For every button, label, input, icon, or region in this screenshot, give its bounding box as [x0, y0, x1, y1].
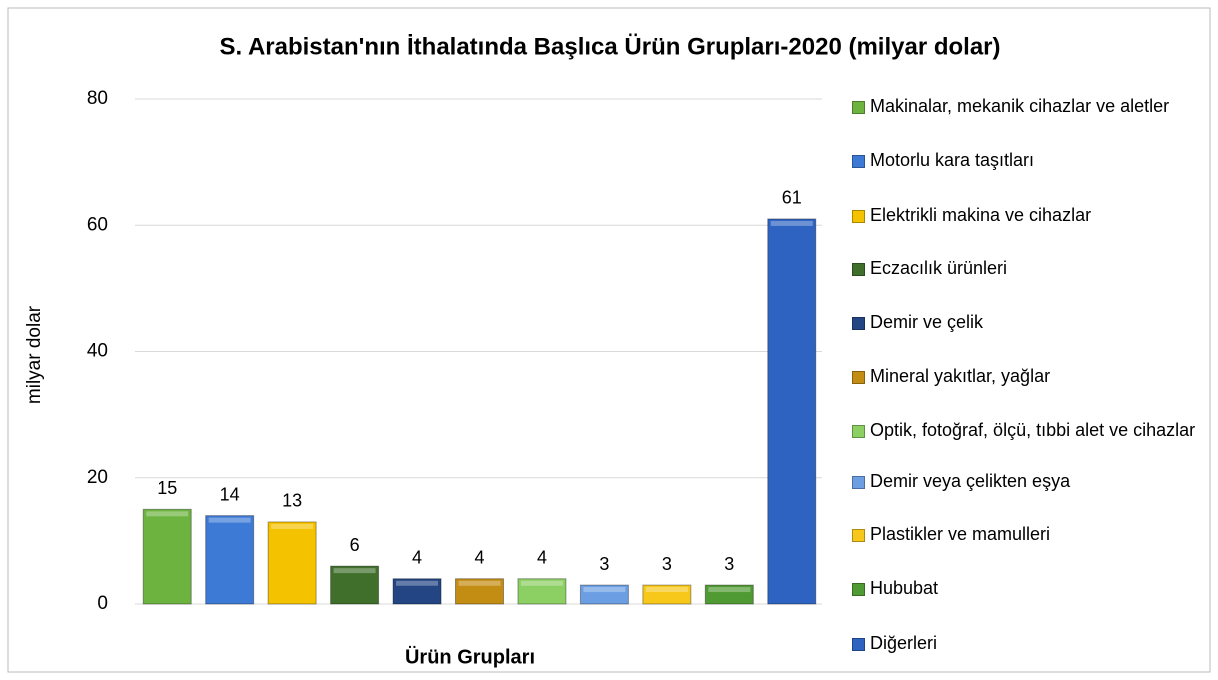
bar	[142, 508, 192, 605]
legend-swatch	[852, 101, 865, 114]
legend-label: Makinalar, mekanik cihazlar ve aletler	[870, 96, 1170, 116]
y-tick-label: 80	[87, 88, 108, 109]
legend-label: Demir ve çelik	[870, 312, 984, 332]
value-label: 3	[724, 554, 734, 574]
legend-label: Diğerleri	[870, 633, 938, 653]
legend-entry: Demir ve çelik	[852, 311, 1202, 334]
bar	[642, 584, 692, 605]
legend-entry: Mineral yakıtlar, yağlar	[852, 365, 1202, 388]
legend-entry: Hububat	[852, 577, 1202, 600]
bar-highlight	[520, 580, 563, 586]
value-label: 4	[537, 548, 547, 568]
legend-swatch	[852, 263, 865, 276]
bar	[205, 515, 255, 605]
value-label: 4	[474, 548, 484, 568]
value-label: 6	[350, 535, 360, 555]
legend-swatch	[852, 583, 865, 596]
legend-swatch	[852, 210, 865, 223]
bar	[517, 578, 567, 605]
value-label: 61	[782, 188, 802, 208]
legend-entry: Diğerleri	[852, 632, 1202, 655]
legend-label: Eczacılık ürünleri	[870, 258, 1008, 278]
legend-label: Elektrikli makina ve cihazlar	[870, 205, 1092, 225]
legend-entry: Motorlu kara taşıtları	[852, 149, 1202, 172]
bar	[267, 521, 317, 605]
bar	[704, 584, 754, 605]
legend-label: Demir veya çelikten eşya	[870, 471, 1071, 491]
bar-highlight	[583, 587, 626, 593]
bar-highlight	[458, 580, 501, 586]
legend-entry: Makinalar, mekanik cihazlar ve aletler	[852, 95, 1202, 118]
bar-highlight	[208, 517, 251, 523]
legend-swatch	[852, 476, 865, 489]
legend-entry: Elektrikli makina ve cihazlar	[852, 204, 1202, 227]
bar	[455, 578, 504, 605]
legend-swatch	[852, 317, 865, 330]
value-label: 14	[220, 484, 240, 504]
x-axis-label: Ürün Grupları	[405, 645, 535, 668]
legend-swatch	[852, 529, 865, 542]
legend-swatch	[852, 155, 865, 168]
bar-highlight	[271, 523, 314, 529]
chart-title: S. Arabistan'nın İthalatında Başlıca Ürü…	[219, 33, 1000, 60]
bar-highlight	[146, 511, 189, 517]
y-tick-label: 60	[87, 214, 108, 235]
legend-label: Hububat	[870, 578, 939, 598]
y-tick-label: 40	[87, 341, 108, 362]
legend-entry: Demir veya çelikten eşya	[852, 470, 1202, 493]
y-tick-label: 20	[87, 467, 108, 488]
value-label: 13	[282, 491, 302, 511]
bar	[330, 565, 380, 605]
legend-label: Plastikler ve mamulleri	[870, 524, 1051, 544]
value-label: 4	[412, 548, 422, 568]
legend-entry: Optik, fotoğraf, ölçü, tıbbi alet ve cih…	[852, 419, 1202, 442]
legend-label: Mineral yakıtlar, yağlar	[870, 366, 1051, 386]
y-tick-label: 0	[97, 593, 108, 614]
legend-swatch	[852, 425, 865, 438]
bar-highlight	[770, 220, 813, 226]
legend-entry: Eczacılık ürünleri	[852, 257, 1202, 280]
legend-label: Optik, fotoğraf, ölçü, tıbbi alet ve cih…	[870, 420, 1196, 440]
bar	[767, 218, 817, 605]
value-label: 3	[599, 554, 609, 574]
legend-entry: Plastikler ve mamulleri	[852, 523, 1202, 546]
bar-highlight	[396, 580, 439, 586]
bar-highlight	[708, 587, 751, 593]
value-label: 3	[662, 554, 672, 574]
legend-label: Motorlu kara taşıtları	[870, 150, 1035, 170]
value-label: 15	[157, 478, 177, 498]
bar-highlight	[333, 568, 376, 574]
bar	[579, 584, 629, 605]
legend-swatch	[852, 638, 865, 651]
bar-highlight	[645, 587, 688, 593]
y-axis-label: milyar dolar	[24, 305, 45, 404]
bar	[392, 578, 442, 605]
legend-swatch	[852, 371, 865, 384]
